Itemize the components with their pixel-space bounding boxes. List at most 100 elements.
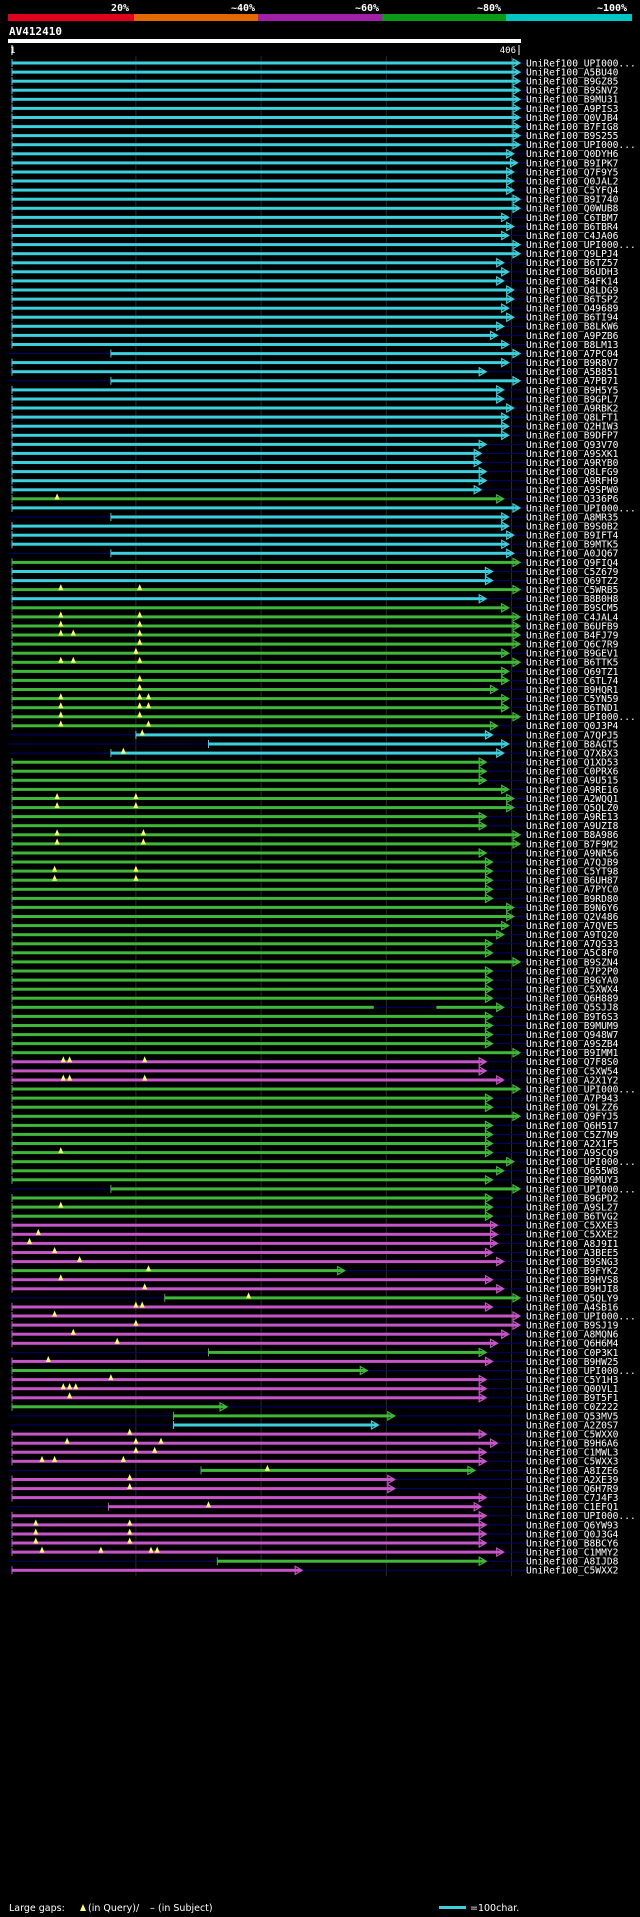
- hit-label[interactable]: UniRef100_Q1XD53: [526, 758, 619, 769]
- hit-row[interactable]: UniRef100_Q6C7R9: [9, 638, 619, 651]
- hit-label[interactable]: UniRef100_Q9FYJ5: [526, 1112, 618, 1123]
- hit-label[interactable]: UniRef100_B9SZN4: [526, 957, 619, 968]
- hit-row[interactable]: UniRef100_UPI000...: [9, 502, 636, 514]
- hit-label[interactable]: UniRef100_Q93V70: [526, 440, 619, 451]
- hit-label[interactable]: UniRef100_B6TTK5: [526, 658, 618, 669]
- hit-row[interactable]: UniRef100_Q655W8: [9, 1165, 619, 1177]
- hit-row[interactable]: UniRef100_A5B851: [9, 366, 619, 378]
- hit-row[interactable]: UniRef100_A9RBK2: [9, 403, 618, 414]
- hit-row[interactable]: UniRef100_UPI000...: [9, 1156, 636, 1168]
- hit-row[interactable]: UniRef100_B9HVS8: [9, 1274, 619, 1286]
- hit-row[interactable]: UniRef100_B9SJ19: [9, 1319, 619, 1332]
- hit-label[interactable]: UniRef100_A9RBK2: [526, 403, 618, 414]
- hit-row[interactable]: UniRef100_B9HQR1: [9, 684, 619, 696]
- hit-label[interactable]: UniRef100_A9U515: [526, 776, 618, 787]
- hit-label[interactable]: UniRef100_Q8LFG9: [526, 467, 619, 478]
- hit-label[interactable]: UniRef100_C5XW54: [526, 1066, 619, 1077]
- hit-label[interactable]: UniRef100_A9RE16: [526, 785, 619, 796]
- hit-row[interactable]: UniRef100_B9H5Y5: [9, 384, 618, 396]
- hit-row[interactable]: UniRef100_A8MR35: [9, 511, 618, 523]
- hit-row[interactable]: UniRef100_Q53MV5: [9, 1410, 618, 1422]
- hit-row[interactable]: UniRef100_C4JAL4: [9, 611, 619, 623]
- hit-label[interactable]: UniRef100_Q2HIW3: [526, 422, 619, 433]
- hit-row[interactable]: UniRef100_A5C8F0: [9, 947, 619, 959]
- hit-label[interactable]: UniRef100_Q53MV5: [526, 1411, 618, 1422]
- hit-row[interactable]: UniRef100_B9IPK7: [9, 157, 619, 169]
- hit-row[interactable]: UniRef100_B4FJ79: [9, 629, 619, 642]
- hit-label[interactable]: UniRef100_A7QVE5: [526, 921, 618, 932]
- hit-label[interactable]: UniRef100_C5Y1H3: [526, 1375, 619, 1386]
- hit-row[interactable]: UniRef100_C0Z222: [9, 1401, 618, 1413]
- hit-row[interactable]: UniRef100_A2X1F5: [9, 1138, 618, 1150]
- hit-label[interactable]: UniRef100_UPI000...: [526, 1084, 636, 1095]
- hit-label[interactable]: UniRef100_B9HQR1: [526, 685, 619, 696]
- hit-label[interactable]: UniRef100_Q8LDG9: [526, 285, 619, 296]
- hit-label[interactable]: UniRef100_Q948W7: [526, 1030, 619, 1041]
- hit-row[interactable]: UniRef100_Q8LFG9: [9, 466, 619, 478]
- hit-label[interactable]: UniRef100_B6UDH3: [526, 267, 619, 278]
- hit-row[interactable]: UniRef100_Q6H889: [9, 993, 619, 1005]
- hit-row[interactable]: UniRef100_A9TQ20: [9, 929, 619, 941]
- hit-row[interactable]: UniRef100_B9I740: [9, 194, 619, 206]
- hit-label[interactable]: UniRef100_B6UH87: [526, 876, 619, 887]
- hit-label[interactable]: UniRef100_UPI000...: [526, 58, 636, 69]
- hit-label[interactable]: UniRef100_B9SNV2: [526, 86, 618, 97]
- hit-row[interactable]: UniRef100_Q0J3G4: [9, 1528, 619, 1540]
- hit-row[interactable]: UniRef100_A9PIS3: [9, 103, 619, 115]
- hit-label[interactable]: UniRef100_A2WQQ1: [526, 794, 619, 805]
- hit-row[interactable]: UniRef100_B9GYA0: [9, 975, 619, 987]
- hit-row[interactable]: UniRef100_C1EFQ1: [9, 1501, 619, 1513]
- hit-row[interactable]: UniRef100_C5XXE3: [9, 1220, 619, 1232]
- hit-label[interactable]: UniRef100_Q6H889: [526, 994, 619, 1005]
- hit-row[interactable]: UniRef100_B9GPL7: [9, 393, 619, 405]
- hit-label[interactable]: UniRef100_UPI000...: [526, 1157, 636, 1168]
- hit-label[interactable]: UniRef100_UPI000...: [526, 1184, 636, 1195]
- hit-label[interactable]: UniRef100_B9IMM1: [526, 1048, 619, 1059]
- hit-row[interactable]: UniRef100_A2X1Y2: [9, 1074, 618, 1086]
- hit-row[interactable]: UniRef100_B9GEV1: [9, 647, 619, 660]
- hit-label[interactable]: UniRef100_B9GEV1: [526, 649, 619, 660]
- hit-label[interactable]: UniRef100_A0JQ67: [526, 549, 619, 560]
- hit-label[interactable]: UniRef100_Q5QLZ0: [526, 803, 619, 814]
- hit-row[interactable]: UniRef100_B9HJI8: [9, 1283, 619, 1295]
- hit-row[interactable]: UniRef100_B9DFP7: [9, 430, 619, 442]
- hit-label[interactable]: UniRef100_C5WXX0: [526, 1430, 619, 1441]
- hit-row[interactable]: UniRef100_B8B0H8: [9, 593, 619, 605]
- hit-row[interactable]: UniRef100_C6TL74: [9, 674, 619, 687]
- hit-row[interactable]: UniRef100_B8A986: [9, 829, 619, 841]
- hit-label[interactable]: UniRef100_UPI000...: [526, 1511, 636, 1522]
- hit-row[interactable]: UniRef100_A9SL27: [9, 1201, 619, 1214]
- hit-row[interactable]: UniRef100_UPI000...: [9, 1365, 636, 1377]
- hit-label[interactable]: UniRef100_B9RD80: [526, 894, 619, 905]
- hit-row[interactable]: UniRef100_Q1XD53: [9, 757, 619, 769]
- hit-label[interactable]: UniRef100_C1EFQ1: [526, 1502, 619, 1513]
- hit-label[interactable]: UniRef100_A9SL27: [526, 1203, 619, 1214]
- hit-row[interactable]: UniRef100_Q5SJJ8: [9, 1002, 619, 1014]
- hit-row[interactable]: UniRef100_A8MQN6: [9, 1328, 619, 1341]
- hit-row[interactable]: UniRef100_A8IJD8: [9, 1556, 619, 1568]
- hit-row[interactable]: UniRef100_C7J4F3: [9, 1492, 619, 1504]
- hit-label[interactable]: UniRef100_B4FK14: [526, 276, 619, 287]
- hit-row[interactable]: UniRef100_Q9FIQ4: [9, 557, 619, 569]
- hit-label[interactable]: UniRef100_UPI000...: [526, 240, 636, 251]
- hit-row[interactable]: UniRef100_Q6H6M4: [9, 1337, 619, 1350]
- hit-label[interactable]: UniRef100_UPI000...: [526, 503, 636, 514]
- hit-row[interactable]: UniRef100_B6TBR4: [9, 221, 619, 233]
- hit-label[interactable]: UniRef100_B9MUY3: [526, 1175, 619, 1186]
- hit-label[interactable]: UniRef100_B9FYK2: [526, 1266, 618, 1277]
- hit-label[interactable]: UniRef100_A7QJB9: [526, 857, 619, 868]
- hit-label[interactable]: UniRef100_A9SPW0: [526, 485, 619, 496]
- hit-row[interactable]: UniRef100_B8LKW6: [9, 321, 619, 333]
- hit-row[interactable]: UniRef100_B9IFT4: [9, 530, 619, 542]
- hit-row[interactable]: UniRef100_Q9LPJ4: [9, 248, 619, 260]
- hit-label[interactable]: UniRef100_C1MWL3: [526, 1448, 619, 1459]
- hit-row[interactable]: UniRef100_B9MUY3: [9, 1174, 619, 1186]
- hit-label[interactable]: UniRef100_Q9LPJ4: [526, 249, 619, 260]
- hit-row[interactable]: UniRef100_A7PB71: [9, 375, 619, 387]
- hit-label[interactable]: UniRef100_C7J4F3: [526, 1493, 619, 1504]
- hit-row[interactable]: UniRef100_B9MUM9: [9, 1020, 619, 1032]
- hit-row[interactable]: UniRef100_Q2V486: [9, 911, 619, 923]
- hit-row[interactable]: UniRef100_B6TZ57: [9, 257, 619, 269]
- hit-label[interactable]: UniRef100_C5XWX4: [526, 985, 619, 996]
- hit-row[interactable]: UniRef100_A9RE13: [9, 811, 619, 823]
